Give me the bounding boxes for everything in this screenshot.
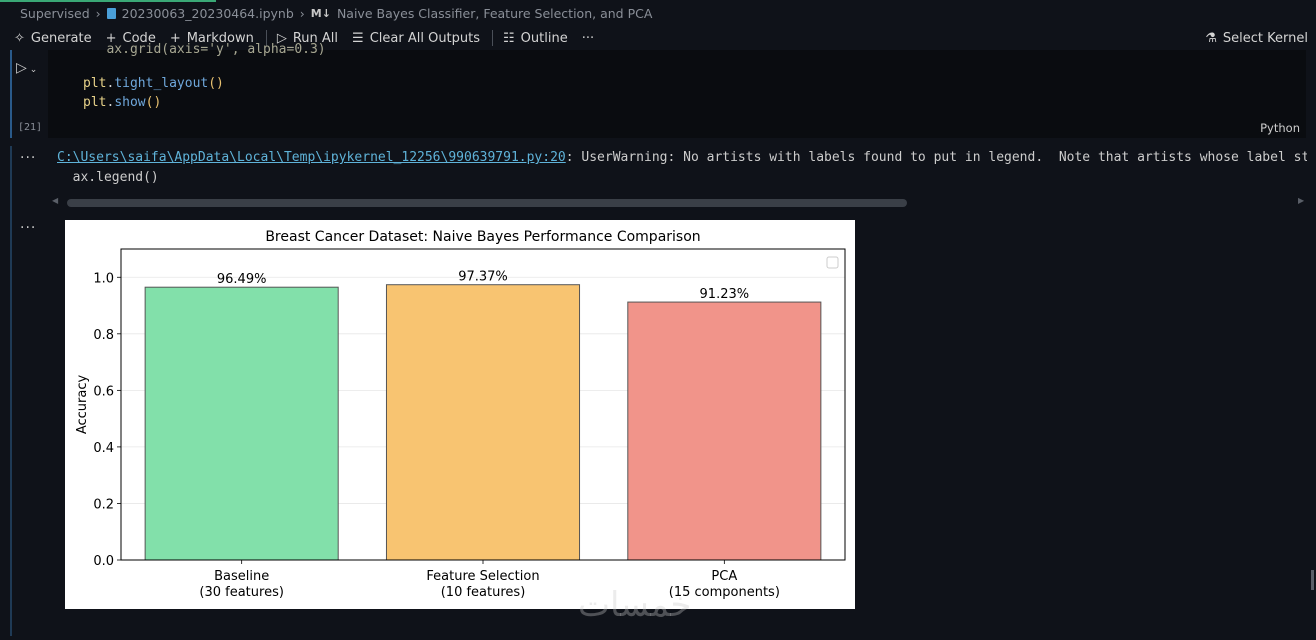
x-tick-label: (30 features) xyxy=(199,585,284,600)
chevron-right-icon: › xyxy=(299,5,305,21)
generate-label: Generate xyxy=(30,30,92,46)
play-icon: ▷ xyxy=(16,60,27,76)
kernel-icon: ⚗ xyxy=(1205,30,1217,46)
more-actions-button[interactable]: ··· xyxy=(582,31,594,46)
notebook-toolbar: ✧ Generate + Code + Markdown ▷ Run All ☰… xyxy=(0,26,1316,50)
output-focus-bar xyxy=(10,146,12,636)
plus-icon: + xyxy=(105,30,117,46)
code-token: plt xyxy=(83,95,107,110)
markdown-icon: M↓ xyxy=(310,6,331,20)
generate-button[interactable]: ✧ Generate xyxy=(14,31,92,46)
notebook-file-icon xyxy=(106,7,116,19)
warning-text: : UserWarning: No artists with labels fo… xyxy=(565,150,1307,165)
bar xyxy=(627,301,822,561)
data-label: 91.23% xyxy=(700,287,750,302)
bar-chart: Breast Cancer Dataset: Naive Bayes Perfo… xyxy=(75,229,846,600)
cell-language-label[interactable]: Python xyxy=(1260,121,1300,135)
more-label: ··· xyxy=(581,30,595,46)
code-token: () xyxy=(145,95,162,110)
code-line: plt.show() xyxy=(83,95,161,110)
scroll-left-icon[interactable]: ◀ xyxy=(52,196,59,205)
axes-frame xyxy=(120,248,846,561)
markdown-label: Markdown xyxy=(186,30,254,46)
clear-all-outputs-button[interactable]: ☰ Clear All Outputs xyxy=(352,31,480,46)
sparkle-icon: ✧ xyxy=(14,30,25,46)
plus-icon: + xyxy=(169,30,181,46)
warning-output: C:\Users\saifa\AppData\Local\Temp\ipyker… xyxy=(57,150,1307,165)
x-tick-label: (15 components) xyxy=(669,585,780,600)
y-tick-label: 0.8 xyxy=(93,328,114,343)
active-tab-indicator xyxy=(0,0,216,2)
cell-focus-bar xyxy=(10,50,12,138)
toolbar-divider xyxy=(492,30,494,46)
select-kernel-button[interactable]: ⚗ Select Kernel xyxy=(1205,26,1308,50)
code-token: . xyxy=(106,95,115,110)
code-token: () xyxy=(208,76,224,91)
add-code-button[interactable]: + Code xyxy=(106,31,156,46)
code-line: plt.tight_layout() xyxy=(83,76,224,91)
y-tick-label: 0.2 xyxy=(93,497,114,512)
breadcrumb: Supervised › 20230063_20230464.ipynb › M… xyxy=(0,0,1316,26)
plot-output: Breast Cancer Dataset: Naive Bayes Perfo… xyxy=(65,220,855,609)
warning-output-line2: ax.legend() xyxy=(57,170,159,185)
x-tick-label: Feature Selection xyxy=(426,569,539,584)
chevron-down-icon: ⌄ xyxy=(29,65,38,75)
breadcrumb-file[interactable]: 20230063_20230464.ipynb xyxy=(121,5,294,21)
bar xyxy=(385,284,581,561)
outline-label: Outline xyxy=(520,30,568,46)
vertical-scrollbar[interactable] xyxy=(1311,570,1314,590)
output-more-button[interactable]: ··· xyxy=(20,220,37,236)
x-tick-label: (10 features) xyxy=(441,585,526,600)
chevron-right-icon: › xyxy=(95,5,101,21)
y-tick-label: 0.0 xyxy=(93,554,114,569)
code-token: plt xyxy=(83,76,107,91)
warning-path-link[interactable]: C:\Users\saifa\AppData\Local\Temp\ipyker… xyxy=(57,150,566,165)
legend-box xyxy=(826,256,839,269)
list-icon: ☷ xyxy=(503,30,515,46)
code-token: . xyxy=(106,76,115,91)
run-cell-button[interactable]: ▷ ⌄ xyxy=(16,60,37,76)
watermark-logo: خمسات xyxy=(578,585,692,625)
scrollbar-thumb[interactable] xyxy=(67,199,907,207)
chart-title: Breast Cancer Dataset: Naive Bayes Perfo… xyxy=(265,229,700,245)
run-all-button[interactable]: ▷ Run All xyxy=(277,31,338,46)
code-cell-editor[interactable]: ax.grid(axis='y', alpha=0.3) plt.tight_l… xyxy=(48,42,1306,138)
y-tick-label: 0.4 xyxy=(93,441,114,456)
data-label: 96.49% xyxy=(217,272,267,287)
toolbar-divider xyxy=(265,30,267,46)
select-kernel-label: Select Kernel xyxy=(1222,30,1308,46)
add-markdown-button[interactable]: + Markdown xyxy=(170,31,254,46)
x-tick-label: Baseline xyxy=(214,569,269,584)
code-token: tight_layout xyxy=(114,76,209,91)
output-more-button[interactable]: ··· xyxy=(20,150,37,166)
code-line-partial: ax.grid(axis='y', alpha=0.3) xyxy=(83,42,326,57)
y-tick-label: 0.6 xyxy=(93,384,114,399)
breadcrumb-folder[interactable]: Supervised xyxy=(20,5,90,21)
data-label: 97.37% xyxy=(458,270,508,285)
clear-all-outputs-label: Clear All Outputs xyxy=(369,30,481,46)
horizontal-scrollbar[interactable] xyxy=(57,199,1306,207)
code-token: show xyxy=(114,95,146,110)
clear-all-icon: ☰ xyxy=(352,30,364,46)
run-all-label: Run All xyxy=(292,30,339,46)
y-tick-label: 1.0 xyxy=(93,271,114,286)
bar xyxy=(144,286,339,561)
run-all-icon: ▷ xyxy=(276,30,287,46)
breadcrumb-section[interactable]: Naive Bayes Classifier, Feature Selectio… xyxy=(336,5,653,21)
y-axis-label: Accuracy xyxy=(75,375,90,435)
x-tick-label: PCA xyxy=(711,569,737,584)
outline-button[interactable]: ☷ Outline xyxy=(503,31,568,46)
scroll-right-icon[interactable]: ▶ xyxy=(1298,196,1305,205)
code-label: Code xyxy=(122,30,156,46)
execution-count: [21] xyxy=(18,122,43,133)
